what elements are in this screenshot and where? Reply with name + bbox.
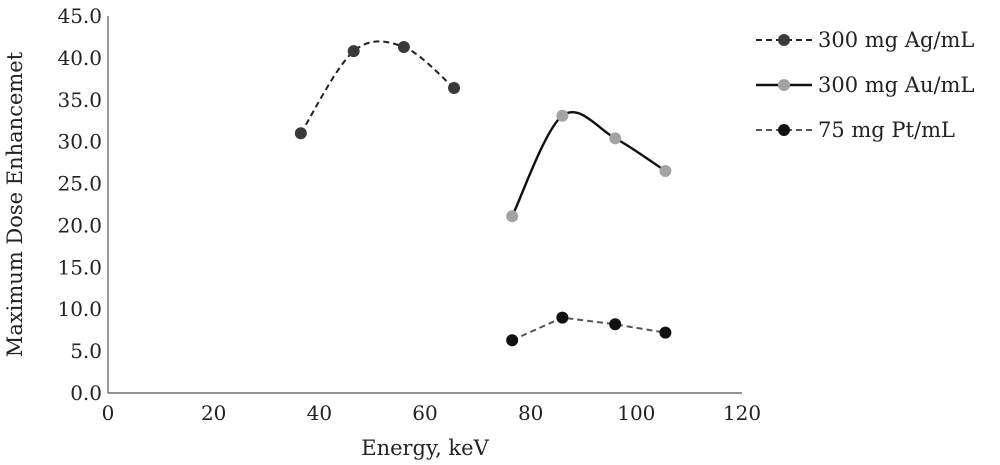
y-tick-label: 0.0	[70, 381, 102, 405]
data-point	[448, 82, 461, 95]
data-point	[609, 318, 622, 331]
y-tick-label: 20.0	[57, 213, 102, 237]
x-tick-labels: 0 20 40 60 80 100 120	[102, 401, 761, 425]
legend-item: 300 mg Ag/mL	[756, 28, 974, 52]
x-tick-label: 120	[723, 401, 761, 425]
series-line	[511, 316, 666, 342]
series-line	[300, 40, 455, 134]
x-tick-label: 80	[518, 401, 543, 425]
data-point	[397, 40, 410, 53]
x-tick-label: 0	[102, 401, 115, 425]
data-point	[347, 45, 360, 58]
data-point	[659, 164, 672, 177]
data-point	[556, 311, 569, 324]
data-point	[556, 109, 569, 122]
series-3	[506, 311, 672, 347]
y-tick-label: 35.0	[57, 88, 102, 112]
legend: 300 mg Ag/mL 300 mg Au/mL 75 mg Pt/mL	[756, 28, 974, 142]
y-tick-label: 25.0	[57, 172, 102, 196]
y-tick-label: 15.0	[57, 255, 102, 279]
data-point	[609, 132, 622, 145]
y-tick-label: 40.0	[57, 46, 102, 70]
data-point	[294, 127, 307, 140]
data-point	[506, 210, 519, 223]
legend-item: 300 mg Au/mL	[756, 73, 974, 97]
legend-marker	[778, 79, 790, 91]
y-tick-label: 10.0	[57, 297, 102, 321]
y-axis-title: Maximum Dose Enhancemet	[3, 51, 27, 357]
legend-label: 300 mg Au/mL	[818, 73, 974, 97]
x-tick-label: 20	[201, 401, 226, 425]
y-tick-label: 45.0	[57, 4, 102, 28]
x-axis-title: Energy, keV	[361, 436, 489, 460]
y-tick-labels: 0.0 5.0 10.0 15.0 20.0 25.0 30.0 35.0 40.0 45.0	[57, 4, 102, 405]
y-tick-label: 30.0	[57, 130, 102, 154]
legend-item: 75 mg Pt/mL	[756, 118, 955, 142]
legend-marker	[778, 124, 790, 136]
axes	[107, 16, 742, 394]
series-2	[506, 109, 672, 223]
x-tick-label: 60	[412, 401, 437, 425]
legend-label: 300 mg Ag/mL	[818, 28, 974, 52]
series-1	[294, 40, 461, 140]
data-point	[659, 326, 672, 339]
series-line	[511, 111, 667, 217]
legend-marker	[778, 34, 790, 46]
x-tick-label: 100	[617, 401, 655, 425]
series-layer	[294, 40, 672, 347]
data-point	[506, 334, 519, 347]
legend-label: 75 mg Pt/mL	[818, 118, 955, 142]
x-tick-label: 40	[307, 401, 332, 425]
y-tick-label: 5.0	[70, 339, 102, 363]
